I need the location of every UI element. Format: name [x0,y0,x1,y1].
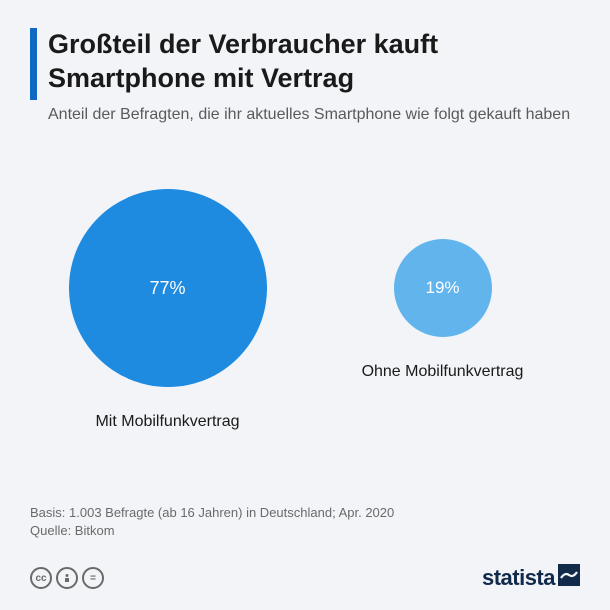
cc-license-icons: cc = [30,567,104,589]
chart-subtitle: Anteil der Befragten, die ihr aktuelles … [48,104,580,126]
statista-logo: statista [482,564,580,592]
accent-bar [30,28,37,100]
by-icon [56,567,78,589]
bubble-group-without-contract: 19% Ohne Mobilfunkvertrag [305,239,580,381]
infographic-container: Großteil der Verbraucher kauft Smartphon… [0,0,610,610]
basis-text: Basis: 1.003 Befragte (ab 16 Jahren) in … [30,504,580,522]
bubble-value: 77% [149,278,185,299]
cc-icon: cc [30,567,52,589]
chart-footer: Basis: 1.003 Befragte (ab 16 Jahren) in … [30,504,580,540]
bottom-row: cc = statista [30,564,580,592]
chart-title: Großteil der Verbraucher kauft Smartphon… [48,28,580,96]
logo-text: statista [482,565,555,591]
bubble-value: 19% [425,278,459,298]
header: Großteil der Verbraucher kauft Smartphon… [48,28,580,125]
bubble-with-contract: 77% [69,189,267,387]
source-text: Quelle: Bitkom [30,522,580,540]
bubble-label: Mit Mobilfunkvertrag [95,413,239,431]
bubble-chart: 77% Mit Mobilfunkvertrag 19% Ohne Mobilf… [30,170,580,450]
logo-wave-icon [558,564,580,592]
bubble-group-with-contract: 77% Mit Mobilfunkvertrag [30,189,305,431]
bubble-without-contract: 19% [394,239,492,337]
nd-icon: = [82,567,104,589]
bubble-label: Ohne Mobilfunkvertrag [362,363,524,381]
